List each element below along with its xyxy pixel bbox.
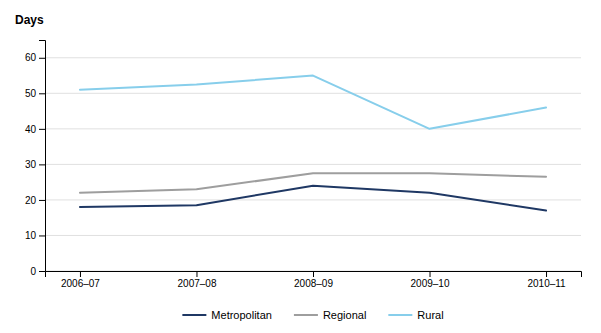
y-tick-label: 30 [25, 159, 37, 170]
y-tick-mark [39, 200, 45, 201]
y-tick: 60 [25, 52, 45, 63]
legend-swatch [294, 314, 318, 316]
x-tick-mark [546, 271, 547, 277]
y-tick-label: 20 [25, 195, 37, 206]
x-tick: 2010–11 [527, 271, 566, 289]
lines [80, 76, 546, 211]
y-tick: 50 [25, 88, 45, 99]
x-axis: 2006–07 2007–08 2008–09 2009–10 2010–11 [46, 271, 582, 289]
x-tick-label: 2007–08 [178, 278, 217, 289]
legend-label: Rural [417, 309, 443, 321]
x-tick-mark [80, 271, 81, 277]
x-tick: 2007–08 [178, 271, 217, 289]
legend-swatch [182, 314, 206, 316]
y-tick-mark [39, 58, 45, 59]
y-label: Days [15, 13, 44, 27]
legend: Metropolitan Regional Rural [182, 309, 443, 321]
legend-item: Metropolitan [182, 309, 272, 321]
grid-line [45, 57, 581, 58]
x-tick-label: 2010–11 [527, 278, 566, 289]
y-tick: 0 [30, 266, 45, 277]
y-tick: 20 [25, 195, 45, 206]
y-tick-label: 10 [25, 230, 37, 241]
chart: 0 10 20 30 40 50 60 2006–07 2007–08 2008–09 2009–1… [0, 0, 601, 333]
legend-swatch [388, 314, 412, 316]
x-tick-mark [196, 271, 197, 277]
y-tick-mark [39, 271, 45, 272]
y-axis: 0 10 20 30 40 50 60 [25, 41, 46, 277]
x-axis-line [46, 272, 582, 278]
x-tick-label: 2006–07 [61, 278, 100, 289]
y-tick: 10 [25, 230, 45, 241]
grid-line [45, 199, 581, 200]
x-tick: 2009–10 [411, 271, 450, 289]
y-tick-mark [39, 129, 45, 130]
y-tick-mark [39, 93, 45, 94]
x-tick-label: 2008–09 [294, 278, 333, 289]
series-line [80, 76, 546, 129]
grid-line [45, 235, 581, 236]
plot: 0 10 20 30 40 50 60 2006–07 2007–08 2008–09 2009–1… [25, 41, 582, 290]
grid-line [45, 164, 581, 165]
legend-item: Rural [388, 309, 443, 321]
x-tick: 2008–09 [294, 271, 333, 289]
grid [45, 58, 581, 271]
grid-line [45, 128, 581, 129]
x-tick: 2006–07 [61, 271, 100, 289]
y-tick-label: 40 [25, 124, 37, 135]
y-axis-line [39, 41, 46, 272]
y-tick: 30 [25, 159, 45, 170]
y-tick-label: 50 [25, 88, 37, 99]
x-tick-mark [430, 271, 431, 277]
y-tick-mark [39, 235, 45, 236]
x-tick-label: 2009–10 [411, 278, 450, 289]
legend-label: Regional [323, 309, 366, 321]
y-tick-label: 0 [30, 266, 36, 277]
series-line [80, 186, 546, 211]
legend-label: Metropolitan [211, 309, 272, 321]
grid-line [45, 93, 581, 94]
legend-item: Regional [294, 309, 366, 321]
x-tick-mark [313, 271, 314, 277]
y-tick-label: 60 [25, 52, 37, 63]
series-line [80, 173, 546, 193]
y-tick-mark [39, 164, 45, 165]
y-tick: 40 [25, 124, 45, 135]
